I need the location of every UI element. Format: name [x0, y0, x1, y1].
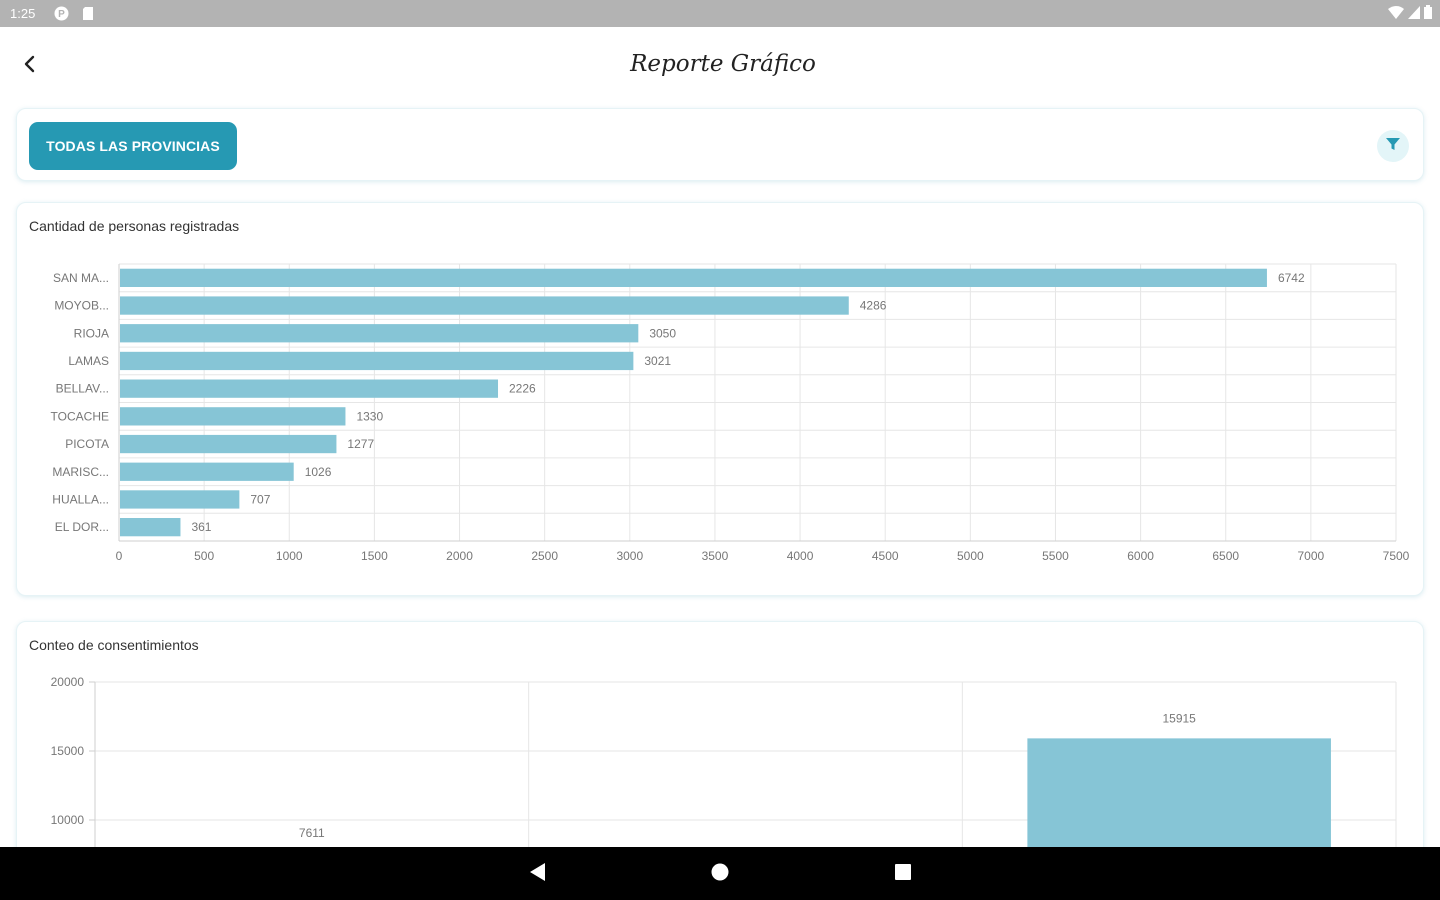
bar	[120, 407, 346, 426]
x-tick-label: 6000	[1127, 549, 1154, 563]
data-label: 3050	[649, 326, 676, 340]
home-circle-icon	[711, 863, 729, 886]
x-tick-label: 500	[194, 549, 214, 563]
nav-recents-button[interactable]	[886, 857, 920, 891]
x-tick-label: 1000	[276, 549, 303, 563]
system-nav-bar	[0, 847, 1440, 900]
filter-card: TODAS LAS PROVINCIAS	[16, 108, 1424, 181]
province-select-button[interactable]: TODAS LAS PROVINCIAS	[29, 122, 237, 170]
category-label: SAN MA...	[53, 271, 109, 285]
data-label: 3021	[644, 354, 671, 368]
bar	[120, 518, 181, 537]
x-tick-label: 0	[116, 549, 123, 563]
x-tick-label: 3000	[616, 549, 643, 563]
x-tick-label: 1500	[361, 549, 388, 563]
data-label: 707	[250, 492, 270, 506]
page-title: Reporte Gráfico	[630, 51, 816, 77]
bar	[120, 379, 499, 398]
x-tick-label: 2000	[446, 549, 473, 563]
x-tick-label: 4500	[872, 549, 899, 563]
consent-count-chart-card: Conteo de consentimientos 10000 15000 2000…	[16, 621, 1424, 881]
category-label: HUALLA...	[52, 492, 109, 506]
x-tick-label: 5500	[1042, 549, 1069, 563]
data-label: 1026	[305, 465, 332, 479]
sim-card-icon	[82, 6, 97, 21]
back-button[interactable]	[12, 49, 46, 83]
x-tick-label: 2500	[531, 549, 558, 563]
app-bar: Reporte Gráfico	[0, 27, 1440, 107]
bar	[120, 490, 240, 509]
chevron-left-icon	[22, 55, 36, 78]
data-label: 1277	[347, 437, 374, 451]
status-bar: 1:25 P	[0, 0, 1440, 27]
bar	[120, 296, 849, 315]
category-label: MARISC...	[52, 465, 109, 479]
recents-square-icon	[894, 863, 912, 886]
battery-icon	[1424, 5, 1432, 22]
data-label: 6742	[1278, 271, 1305, 285]
registered-people-chart-card: Cantidad de personas registradas 0 500 100…	[16, 202, 1424, 596]
chart-title: Cantidad de personas registradas	[29, 218, 240, 234]
category-label: EL DOR...	[55, 520, 109, 534]
nav-home-button[interactable]	[703, 857, 737, 891]
bar	[120, 462, 294, 481]
x-tick-label: 3500	[702, 549, 729, 563]
x-tick-label: 4000	[787, 549, 814, 563]
y-tick-label: 10000	[51, 813, 85, 827]
bar	[120, 351, 634, 371]
category-label: TOCACHE	[51, 409, 109, 423]
category-label: PICOTA	[65, 437, 109, 451]
data-label: 1330	[356, 409, 383, 423]
data-label: 2226	[509, 382, 536, 396]
svg-text:P: P	[58, 9, 65, 20]
data-label: 7611	[299, 826, 325, 840]
category-label: MOYOB...	[54, 299, 109, 313]
category-label: RIOJA	[74, 326, 109, 340]
funnel-icon	[1385, 136, 1401, 157]
x-tick-label: 5000	[957, 549, 984, 563]
cell-signal-icon	[1408, 5, 1420, 22]
registered-people-chart: 0 500 1000 1500 2000 2500 3000 3500 4000 4500 5000…	[51, 263, 1410, 563]
status-time: 1:25	[10, 6, 36, 21]
nav-back-button[interactable]	[521, 857, 555, 891]
x-tick-label: 7500	[1383, 549, 1410, 563]
data-label: 361	[191, 520, 211, 534]
data-label: 4286	[860, 299, 887, 313]
bar	[120, 434, 337, 454]
wifi-icon	[1388, 5, 1404, 22]
bar	[120, 324, 639, 343]
back-triangle-icon	[529, 862, 547, 887]
category-label: BELLAV...	[56, 382, 109, 396]
consent-count-chart: 10000 15000 20000 7611 15915	[51, 675, 1397, 880]
chart-title: Conteo de consentimientos	[29, 637, 199, 653]
x-tick-label: 6500	[1212, 549, 1239, 563]
data-label: 15915	[1162, 711, 1196, 725]
category-label: LAMAS	[68, 354, 109, 368]
y-tick-label: 20000	[51, 675, 85, 689]
p-badge-icon: P	[54, 6, 69, 21]
y-tick-label: 15000	[51, 744, 85, 758]
filter-button[interactable]	[1377, 130, 1409, 162]
x-tick-label: 7000	[1298, 549, 1325, 563]
bar	[120, 268, 1267, 287]
status-right-icons	[1388, 5, 1432, 22]
